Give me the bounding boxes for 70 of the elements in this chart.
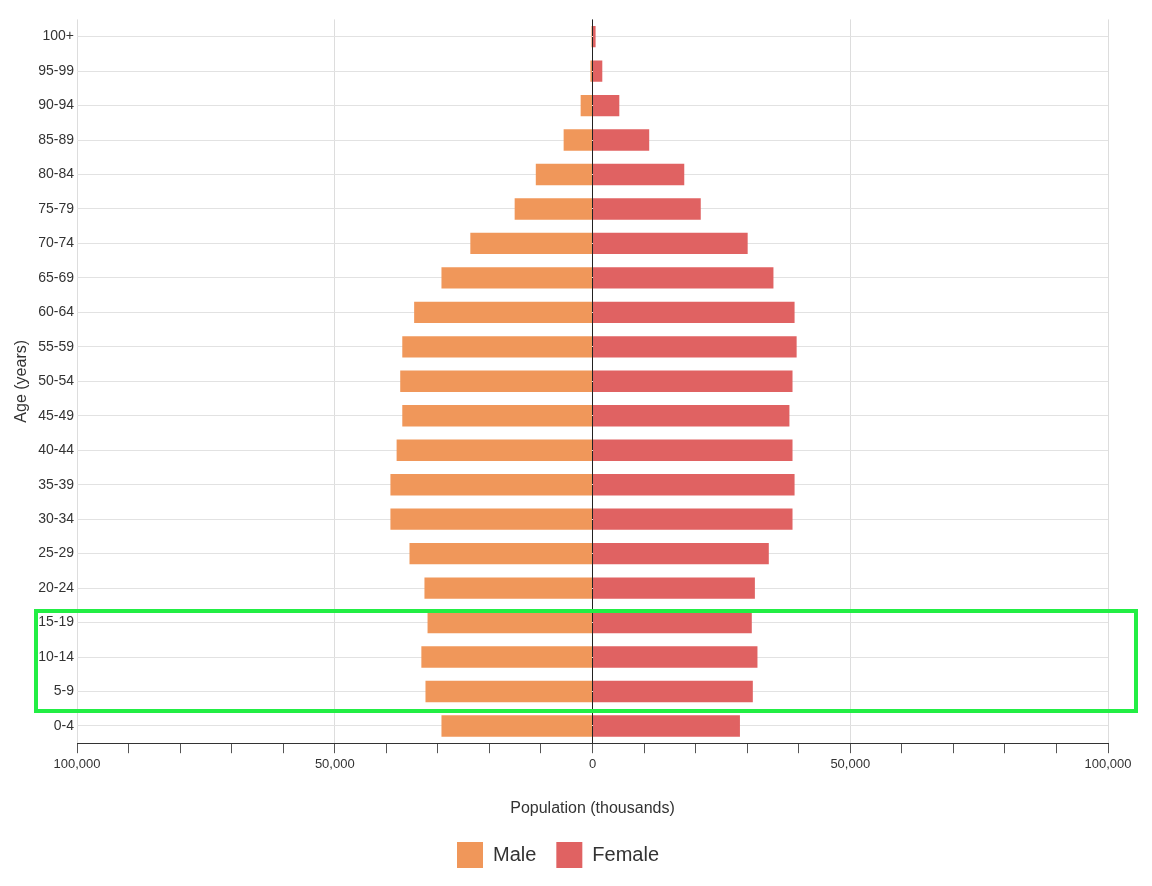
- y-tick-label: 25-29: [38, 544, 75, 561]
- bar: [421, 646, 592, 668]
- bar: [425, 680, 592, 703]
- bar: [593, 336, 797, 358]
- y-tick-label: 80-84: [38, 165, 75, 182]
- bar: [535, 163, 592, 186]
- y-tick-label: 30-34: [38, 510, 75, 527]
- bar: [400, 370, 592, 392]
- bar: [424, 577, 592, 599]
- bar: [402, 336, 592, 358]
- y-tick-label: 85-89: [38, 130, 75, 147]
- x-tick-label: 0: [588, 755, 597, 771]
- bar: [593, 577, 755, 599]
- bar: [580, 94, 592, 117]
- y-tick-label: 65-69: [38, 268, 75, 285]
- bar: [427, 611, 592, 634]
- y-axis-title: Age (years): [12, 339, 30, 423]
- legend-label: Female: [592, 842, 660, 865]
- y-tick-label: 5-9: [53, 682, 75, 699]
- bar: [593, 25, 596, 48]
- legend-label: Male: [492, 842, 537, 865]
- bar: [593, 508, 793, 530]
- y-tick-label: 55-59: [38, 337, 75, 354]
- bar: [593, 94, 620, 117]
- bar: [593, 60, 603, 82]
- bar: [593, 439, 793, 461]
- y-tick-label: 75-79: [38, 199, 75, 216]
- bar: [514, 198, 592, 220]
- bar: [593, 680, 753, 703]
- x-tick-label: 50,000: [314, 755, 355, 771]
- y-tick-label: 70-74: [38, 234, 75, 251]
- y-tick-label: 0-4: [53, 716, 75, 733]
- y-tick-label: 45-49: [38, 406, 75, 423]
- y-tick-label: 60-64: [38, 303, 75, 320]
- bar: [593, 267, 774, 289]
- bar: [593, 405, 790, 427]
- bar: [593, 163, 685, 186]
- x-axis-title: Population (thousands): [510, 798, 675, 816]
- bar: [593, 715, 740, 737]
- bar: [402, 405, 592, 427]
- bar: [593, 542, 769, 565]
- bar: [593, 232, 748, 255]
- x-tick-label: 50,000: [830, 755, 871, 771]
- y-tick-label: 40-44: [38, 441, 75, 458]
- bar: [593, 129, 650, 151]
- bar: [441, 715, 592, 737]
- x-tick-label: 100,000: [1084, 755, 1132, 771]
- bar: [593, 198, 701, 220]
- y-tick-label: 10-14: [38, 647, 75, 664]
- bar: [593, 611, 752, 634]
- bar: [593, 301, 795, 324]
- bar: [390, 474, 592, 496]
- bar: [414, 301, 592, 324]
- bar: [441, 267, 592, 289]
- y-tick-label: 90-94: [38, 96, 75, 113]
- y-tick-label: 100+: [42, 27, 75, 44]
- y-tick-label: 15-19: [38, 613, 75, 630]
- bar: [593, 646, 758, 668]
- bar: [563, 129, 592, 151]
- y-tick-label: 20-24: [38, 578, 75, 595]
- y-tick-label: 95-99: [38, 61, 75, 78]
- bar: [593, 474, 795, 496]
- bar: [390, 508, 592, 530]
- bar: [409, 542, 592, 565]
- bar: [396, 439, 592, 461]
- y-tick-label: 50-54: [38, 372, 75, 389]
- bar: [470, 232, 592, 255]
- y-tick-label: 35-39: [38, 475, 75, 492]
- bar: [593, 370, 793, 392]
- x-tick-label: 100,000: [53, 755, 101, 771]
